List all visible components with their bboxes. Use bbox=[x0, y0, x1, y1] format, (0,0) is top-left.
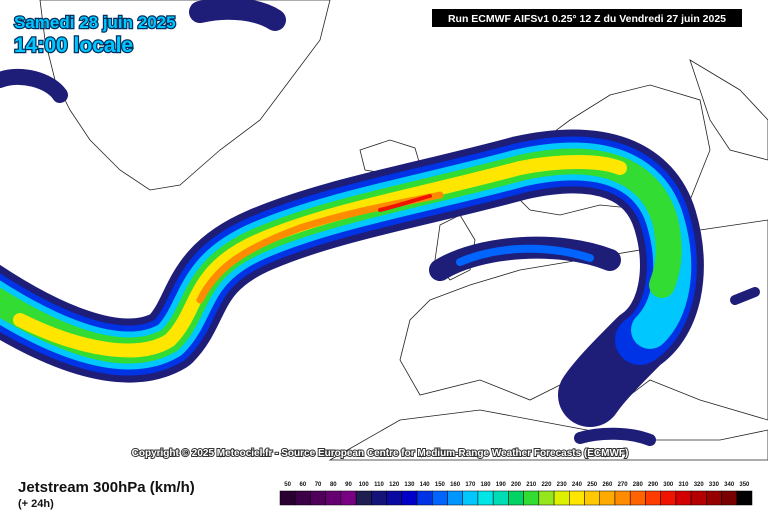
colorbar-label: 50 bbox=[284, 482, 291, 488]
footer-subtitle: (+ 24h) bbox=[18, 498, 54, 510]
colorbar-label: 270 bbox=[618, 482, 629, 488]
colorbar-label: 230 bbox=[557, 482, 568, 488]
colorbar-swatch bbox=[508, 490, 524, 506]
europe bbox=[399, 219, 768, 421]
colorbar-label: 200 bbox=[511, 482, 522, 488]
colorbar-label: 310 bbox=[678, 482, 689, 488]
colorbar-swatch bbox=[492, 490, 509, 506]
colorbar-swatch bbox=[538, 490, 555, 506]
colorbar-swatch bbox=[416, 490, 433, 506]
run-box bbox=[432, 9, 742, 27]
colorbar-swatch bbox=[645, 490, 661, 506]
colorbar-label: 110 bbox=[374, 482, 384, 488]
colorbar-label: 130 bbox=[404, 482, 415, 488]
scandinavia bbox=[499, 84, 711, 216]
colorbar-swatch bbox=[553, 490, 570, 506]
colorbar-label: 320 bbox=[694, 482, 705, 488]
colorbar-swatch bbox=[355, 490, 372, 506]
colorbar-swatch bbox=[432, 490, 448, 506]
colorbar-label: 220 bbox=[541, 482, 552, 488]
colorbar-label: 290 bbox=[648, 482, 659, 488]
colorbar-swatch bbox=[386, 490, 403, 506]
colorbar-label: 210 bbox=[526, 482, 537, 488]
colorbar-label: 80 bbox=[330, 482, 337, 488]
copyright: Copyright © 2025 Meteociel.fr - Source E… bbox=[132, 448, 629, 459]
run-info: Run ECMWF AIFSv1 0.25° 12 Z du Vendredi … bbox=[448, 13, 726, 25]
colorbar-label: 260 bbox=[602, 482, 613, 488]
colorbar-swatch bbox=[736, 490, 753, 506]
colorbar-swatch bbox=[523, 490, 540, 506]
colorbar-swatch bbox=[325, 490, 342, 506]
colorbar-label: 70 bbox=[315, 482, 322, 488]
colorbar-swatch bbox=[690, 490, 707, 506]
colorbar-swatch bbox=[371, 490, 387, 506]
date-title: Samedi 28 juin 2025 bbox=[14, 13, 176, 32]
colorbar-label: 180 bbox=[481, 482, 492, 488]
footer-title: Jetstream 300hPa (km/h) bbox=[18, 479, 195, 496]
colorbar: 50 60 70 80 90 100 110 120 130 140 150 160 170 180 190… bbox=[279, 482, 753, 506]
colorbar-label: 280 bbox=[633, 482, 644, 488]
colorbar-label: 240 bbox=[572, 482, 583, 488]
colorbar-label: 330 bbox=[709, 482, 720, 488]
colorbar-swatch bbox=[294, 490, 311, 506]
colorbar-swatch bbox=[462, 490, 479, 506]
colorbar-swatch bbox=[310, 490, 326, 506]
colorbar-swatch bbox=[569, 490, 585, 506]
colorbar-label: 90 bbox=[345, 482, 352, 488]
colorbar-label: 250 bbox=[587, 482, 598, 488]
colorbar-swatch bbox=[477, 490, 494, 506]
colorbar-swatch bbox=[584, 490, 600, 506]
colorbar-label: 300 bbox=[663, 482, 674, 488]
colorbar-label: 100 bbox=[359, 482, 370, 488]
colorbar-label: 170 bbox=[465, 482, 476, 488]
map bbox=[0, 0, 768, 461]
colorbar-label: 160 bbox=[450, 482, 461, 488]
jet-stream bbox=[0, 0, 760, 446]
colorbar-swatch bbox=[629, 490, 646, 506]
colorbar-swatch bbox=[447, 490, 463, 506]
time-title: 14:00 locale bbox=[14, 34, 133, 57]
colorbar-label: 140 bbox=[420, 482, 431, 488]
colorbar-label: 150 bbox=[435, 482, 446, 488]
colorbar-label: 340 bbox=[724, 482, 735, 488]
colorbar-swatch bbox=[614, 490, 631, 506]
colorbar-swatch bbox=[401, 490, 418, 506]
colorbar-swatch bbox=[660, 490, 677, 506]
colorbar-label: 120 bbox=[389, 482, 400, 488]
colorbar-swatch bbox=[279, 490, 296, 506]
colorbar-label: 60 bbox=[299, 482, 306, 488]
colorbar-swatch bbox=[599, 490, 616, 506]
colorbar-label: 190 bbox=[496, 482, 507, 488]
colorbar-swatch bbox=[675, 490, 692, 506]
colorbar-swatch bbox=[340, 490, 357, 506]
colorbar-swatch bbox=[706, 490, 722, 506]
colorbar-swatch bbox=[721, 490, 738, 506]
north-russia bbox=[689, 59, 768, 161]
colorbar-label: 350 bbox=[739, 482, 750, 488]
